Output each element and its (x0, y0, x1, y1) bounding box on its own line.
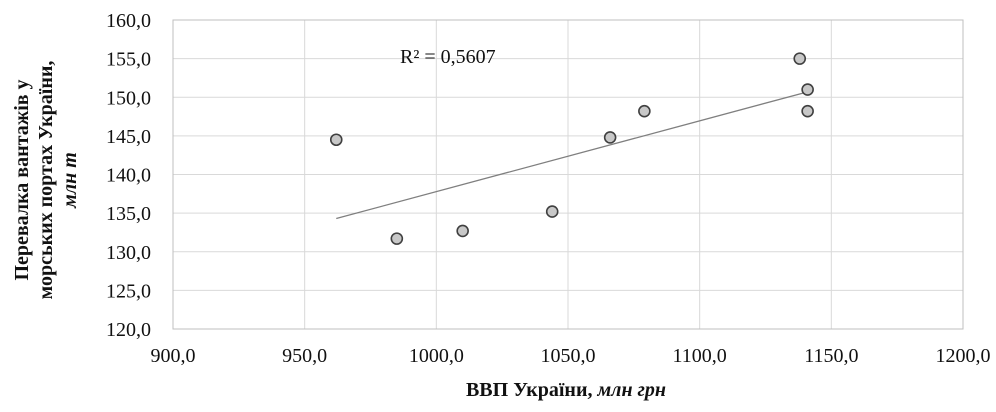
x-tick-label: 1150,0 (804, 345, 858, 367)
y-tick-label: 140,0 (106, 165, 151, 187)
data-point (603, 131, 617, 144)
y-tick-label: 155,0 (106, 49, 151, 71)
y-tick-label: 130,0 (106, 242, 151, 264)
x-tick-label: 1100,0 (673, 345, 727, 367)
x-tick-labels: 900,0 950,0 1000,0 1050,0 1100,0 1150,0 1200,0 (151, 345, 991, 367)
data-point (456, 224, 469, 238)
data-point (638, 104, 651, 118)
y-axis-title-line2: морських портах України, (35, 61, 57, 300)
y-tick-label: 150,0 (106, 87, 151, 109)
grid-lines (172, 19, 964, 330)
data-point (329, 133, 343, 147)
data-point (801, 104, 814, 118)
y-axis-title-unit: млн т (59, 152, 81, 209)
y-tick-label: 135,0 (106, 203, 151, 225)
linear-trendline (336, 91, 808, 220)
data-points (329, 52, 814, 245)
x-tick-label: 1050,0 (541, 345, 596, 367)
data-point (793, 52, 807, 65)
y-axis-title-line1: Перевалка вантажів у (11, 79, 33, 280)
x-tick-label: 900,0 (151, 345, 196, 367)
y-tick-label: 125,0 (106, 280, 151, 302)
y-tick-label: 145,0 (106, 126, 151, 148)
x-axis-title-main: ВВП України, (466, 379, 598, 401)
plot-area-border (172, 19, 964, 330)
y-tick-label: 160,0 (106, 10, 151, 32)
x-tick-label: 1200,0 (936, 345, 991, 367)
x-axis-title: ВВП України, млн грн (466, 379, 666, 401)
r-squared-annotation: R² = 0,5607 (400, 46, 496, 68)
x-axis-title-unit: млн грн (596, 379, 666, 401)
y-tick-labels: 120,0 125,0 130,0 135,0 140,0 145,0 150,0 155,0… (106, 10, 151, 341)
x-tick-label: 1000,0 (409, 345, 464, 367)
data-point (390, 232, 404, 245)
data-point (545, 205, 559, 218)
data-point (801, 83, 814, 96)
y-tick-label: 120,0 (106, 319, 151, 341)
trendline (336, 91, 808, 220)
x-tick-label: 950,0 (282, 345, 327, 367)
plot-frame (172, 19, 964, 330)
y-axis-title: Перевалка вантажів у морських портах Укр… (11, 61, 81, 300)
